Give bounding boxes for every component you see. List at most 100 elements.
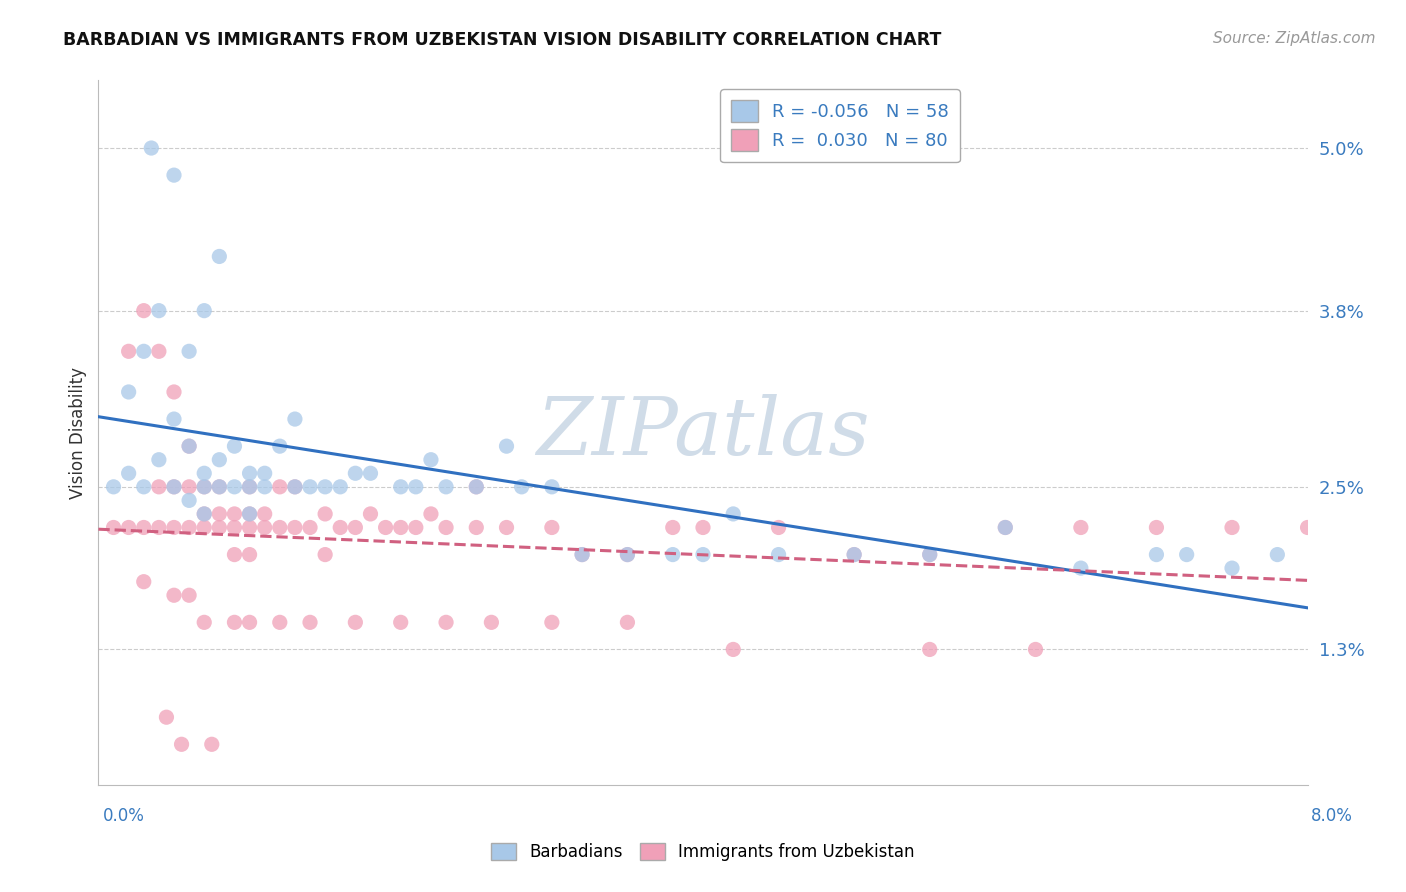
Point (224, 548, 246, 562)
Point (163, 412, 186, 426)
Point (299, 615, 322, 630)
Point (224, 439, 246, 453)
Point (193, 520, 215, 534)
Point (253, 507, 276, 521)
Point (239, 480, 262, 494)
Point (360, 467, 382, 481)
Point (1296, 520, 1319, 534)
Point (132, 520, 155, 534)
Point (918, 642, 941, 657)
Point (994, 520, 1017, 534)
Point (1220, 561, 1243, 575)
Point (1146, 520, 1168, 534)
Point (434, 520, 457, 534)
Point (389, 520, 412, 534)
Point (208, 480, 231, 494)
Point (299, 480, 322, 494)
Point (616, 548, 638, 562)
Point (1024, 642, 1046, 657)
Point (314, 548, 336, 562)
Point (299, 520, 322, 534)
Point (148, 480, 170, 494)
Text: 8.0%: 8.0% (1310, 807, 1353, 825)
Point (208, 452, 231, 467)
Point (540, 520, 562, 534)
Point (224, 520, 246, 534)
Point (155, 710, 177, 724)
Point (148, 520, 170, 534)
Point (465, 520, 488, 534)
Point (405, 480, 427, 494)
Point (132, 574, 155, 589)
Point (389, 615, 412, 630)
Point (510, 480, 533, 494)
Point (208, 520, 231, 534)
Point (224, 615, 246, 630)
Point (170, 737, 193, 751)
Point (360, 507, 382, 521)
Point (661, 548, 683, 562)
Point (253, 467, 276, 481)
Point (208, 480, 231, 494)
Point (132, 344, 155, 359)
Point (193, 507, 215, 521)
Point (118, 467, 141, 481)
Point (193, 480, 215, 494)
Point (163, 588, 186, 602)
Point (314, 480, 336, 494)
Point (1220, 520, 1243, 534)
Point (284, 520, 307, 534)
Text: ZIPatlas: ZIPatlas (536, 394, 870, 471)
Point (994, 520, 1017, 534)
Point (118, 520, 141, 534)
Point (148, 303, 170, 318)
Point (692, 548, 714, 562)
Point (179, 520, 201, 534)
Point (253, 480, 276, 494)
Point (141, 141, 163, 155)
Point (571, 548, 593, 562)
Point (163, 384, 186, 399)
Point (224, 480, 246, 494)
Point (239, 467, 262, 481)
Point (481, 615, 503, 630)
Point (179, 439, 201, 453)
Point (768, 548, 790, 562)
Point (201, 737, 224, 751)
Point (1146, 548, 1168, 562)
Point (420, 452, 443, 467)
Point (540, 480, 562, 494)
Point (692, 520, 714, 534)
Y-axis label: Vision Disability: Vision Disability (69, 367, 87, 499)
Point (118, 344, 141, 359)
Point (148, 344, 170, 359)
Point (329, 480, 352, 494)
Point (179, 344, 201, 359)
Point (661, 520, 683, 534)
Point (224, 507, 246, 521)
Point (344, 520, 367, 534)
Point (193, 615, 215, 630)
Point (193, 303, 215, 318)
Legend: Barbadians, Immigrants from Uzbekistan: Barbadians, Immigrants from Uzbekistan (485, 836, 921, 868)
Point (465, 480, 488, 494)
Point (465, 480, 488, 494)
Text: Source: ZipAtlas.com: Source: ZipAtlas.com (1212, 31, 1375, 46)
Point (1070, 520, 1092, 534)
Legend: R = -0.056   N = 58, R =  0.030   N = 80: R = -0.056 N = 58, R = 0.030 N = 80 (720, 89, 960, 162)
Point (239, 615, 262, 630)
Point (193, 480, 215, 494)
Point (284, 480, 307, 494)
Point (253, 520, 276, 534)
Point (103, 480, 125, 494)
Point (616, 548, 638, 562)
Point (179, 480, 201, 494)
Point (269, 480, 291, 494)
Point (208, 249, 231, 264)
Point (284, 412, 307, 426)
Point (1175, 548, 1198, 562)
Point (239, 548, 262, 562)
Point (179, 588, 201, 602)
Point (132, 480, 155, 494)
Point (344, 467, 367, 481)
